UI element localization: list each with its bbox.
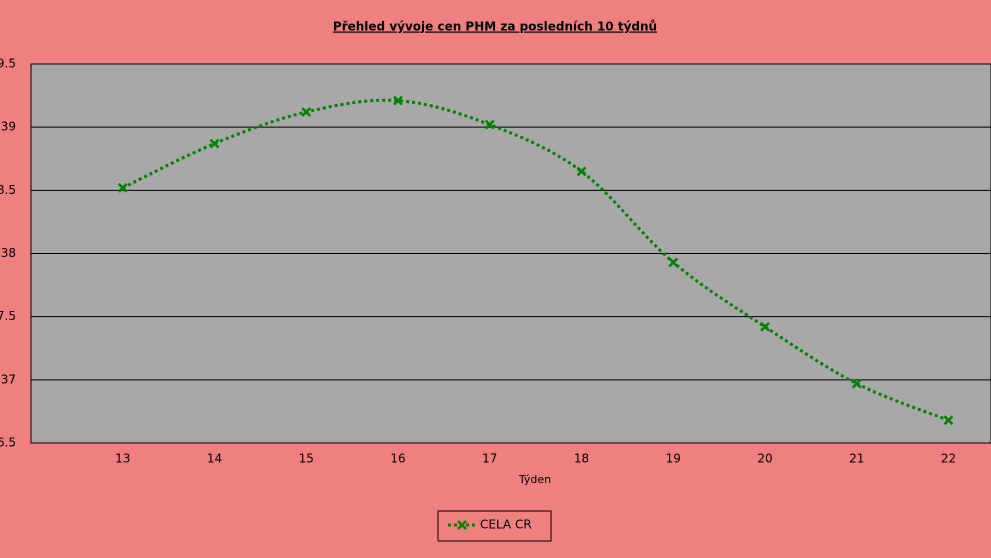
x-tick-label: 21	[849, 452, 864, 466]
data-line	[122, 98, 950, 422]
x-axis-label: Týden	[518, 473, 551, 486]
legend-label: CELA CR	[480, 518, 532, 532]
y-tick-label: 39	[1, 120, 16, 134]
marker	[117, 182, 128, 193]
marker	[301, 107, 312, 117]
x-tick-label: 22	[941, 452, 956, 466]
marker	[209, 138, 220, 149]
marker	[457, 520, 467, 530]
x-tick-label: 18	[574, 452, 589, 466]
marker	[668, 257, 679, 268]
marker	[760, 321, 770, 332]
y-tick-label: 37	[1, 372, 16, 386]
y-tick-label: 36.5	[0, 436, 16, 450]
x-tick-label: 15	[299, 452, 314, 466]
x-tick-label: 19	[666, 452, 681, 466]
marker	[851, 378, 862, 389]
x-tick-label: 13	[115, 452, 130, 466]
marker	[943, 415, 954, 426]
marker	[576, 166, 587, 177]
y-tick-label: 38.5	[0, 183, 16, 197]
x-tick-label: 20	[757, 452, 772, 466]
y-tick-label: 38	[1, 246, 16, 260]
y-tick-label: 37.5	[0, 309, 16, 323]
chart-title: Přehled vývoje cen PHM za posledních 10 …	[333, 20, 657, 34]
x-tick-label: 17	[482, 452, 497, 466]
marker	[393, 95, 403, 106]
x-tick-label: 16	[390, 452, 405, 466]
x-tick-label: 14	[207, 452, 222, 466]
y-tick-label: 39.5	[0, 57, 16, 71]
marker	[484, 119, 495, 130]
legend-box	[437, 510, 552, 542]
